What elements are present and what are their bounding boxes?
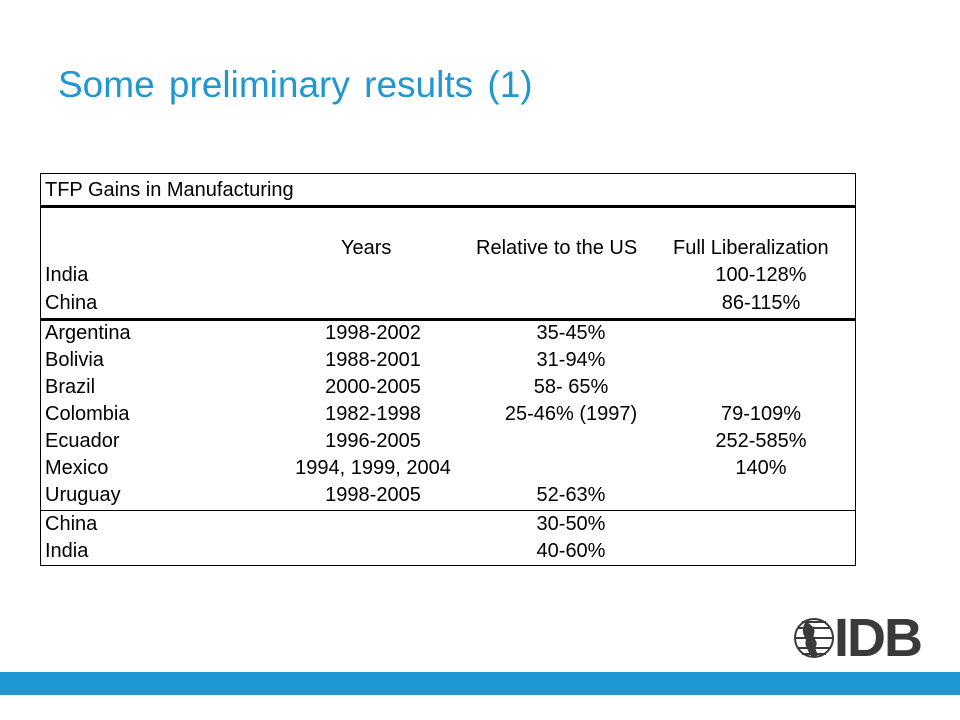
row-years: 1998-2002 <box>325 322 421 344</box>
row-full: 252-585% <box>715 430 807 452</box>
header-years: Years <box>341 237 392 259</box>
slide-title: Some preliminary results (1) <box>58 64 533 105</box>
row-name: Brazil <box>45 376 96 398</box>
row-name: Ecuador <box>45 430 120 452</box>
row-name: Mexico <box>45 457 109 479</box>
idb-logo: IDB <box>792 608 930 668</box>
row-full: 100-128% <box>715 264 807 286</box>
table-title: TFP Gains in Manufacturing <box>45 179 294 201</box>
row-years: 2000-2005 <box>325 376 421 398</box>
row-relative: 52-63% <box>536 484 606 506</box>
row-name: Argentina <box>45 322 131 344</box>
table-divider <box>41 318 855 321</box>
row-years: 1982-1998 <box>325 403 421 425</box>
bottom-accent-bar <box>0 672 960 695</box>
row-name: Colombia <box>45 403 130 425</box>
row-name: Bolivia <box>45 349 104 371</box>
header-relative: Relative to the US <box>476 237 638 259</box>
row-years: 1988-2001 <box>325 349 421 371</box>
table-divider <box>41 510 855 511</box>
row-years: 1996-2005 <box>325 430 421 452</box>
row-full: 86-115% <box>721 292 801 314</box>
row-name: China <box>45 292 98 314</box>
row-years: 1998-2005 <box>325 484 421 506</box>
row-years: 1994, 1999, 2004 <box>295 457 451 479</box>
tfp-table: TFP Gains in Manufacturing Years Relativ… <box>40 173 856 566</box>
row-relative: 31-94% <box>536 349 606 371</box>
table-divider <box>41 205 855 208</box>
globe-icon <box>794 618 834 658</box>
row-name: India <box>45 540 89 562</box>
header-full-liberalization: Full Liberalization <box>673 237 829 259</box>
row-name: Uruguay <box>45 484 121 506</box>
row-full: 140% <box>735 457 787 479</box>
row-relative: 40-60% <box>536 540 606 562</box>
row-relative: 35-45% <box>536 322 606 344</box>
row-full: 79-109% <box>720 403 802 425</box>
row-relative: 58- 65% <box>533 376 609 398</box>
row-name: India <box>45 264 89 286</box>
logo-text: IDB <box>834 608 923 668</box>
row-relative: 30-50% <box>536 513 606 535</box>
row-relative: 25-46% (1997) <box>504 403 638 425</box>
row-name: China <box>45 513 98 535</box>
